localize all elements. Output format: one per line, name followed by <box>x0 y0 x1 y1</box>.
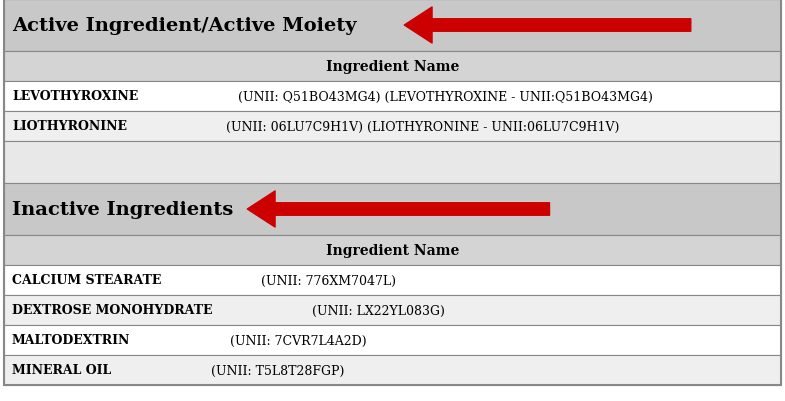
Text: (UNII: LX22YL083G): (UNII: LX22YL083G) <box>308 304 445 317</box>
Bar <box>4 0 781 52</box>
Bar <box>4 265 781 295</box>
Text: Inactive Ingredients: Inactive Ingredients <box>12 200 233 219</box>
Text: MINERAL OIL: MINERAL OIL <box>12 364 111 377</box>
Bar <box>4 235 781 265</box>
Text: (UNII: 06LU7C9H1V) (LIOTHYRONINE - UNII:06LU7C9H1V): (UNII: 06LU7C9H1V) (LIOTHYRONINE - UNII:… <box>222 120 620 133</box>
Text: Ingredient Name: Ingredient Name <box>326 243 459 257</box>
Text: (UNII: Q51BO43MG4) (LEVOTHYROXINE - UNII:Q51BO43MG4): (UNII: Q51BO43MG4) (LEVOTHYROXINE - UNII… <box>234 90 652 103</box>
Bar <box>4 112 781 142</box>
Bar <box>4 325 781 355</box>
Bar <box>4 142 781 184</box>
Bar <box>4 52 781 82</box>
Text: LEVOTHYROXINE: LEVOTHYROXINE <box>12 90 138 103</box>
Text: (UNII: 776XM7047L): (UNII: 776XM7047L) <box>257 274 396 287</box>
Text: (UNII: 7CVR7L4A2D): (UNII: 7CVR7L4A2D) <box>226 334 367 346</box>
Bar <box>4 82 781 112</box>
Bar <box>4 355 781 385</box>
Text: Ingredient Name: Ingredient Name <box>326 60 459 74</box>
Text: LIOTHYRONINE: LIOTHYRONINE <box>12 120 127 133</box>
Bar <box>4 184 781 235</box>
Bar <box>4 295 781 325</box>
Text: MALTODEXTRIN: MALTODEXTRIN <box>12 334 130 346</box>
Text: DEXTROSE MONOHYDRATE: DEXTROSE MONOHYDRATE <box>12 304 213 317</box>
Text: (UNII: T5L8T28FGP): (UNII: T5L8T28FGP) <box>206 364 344 377</box>
Text: Active Ingredient/Active Moiety: Active Ingredient/Active Moiety <box>12 17 356 35</box>
Text: CALCIUM STEARATE: CALCIUM STEARATE <box>12 274 162 287</box>
